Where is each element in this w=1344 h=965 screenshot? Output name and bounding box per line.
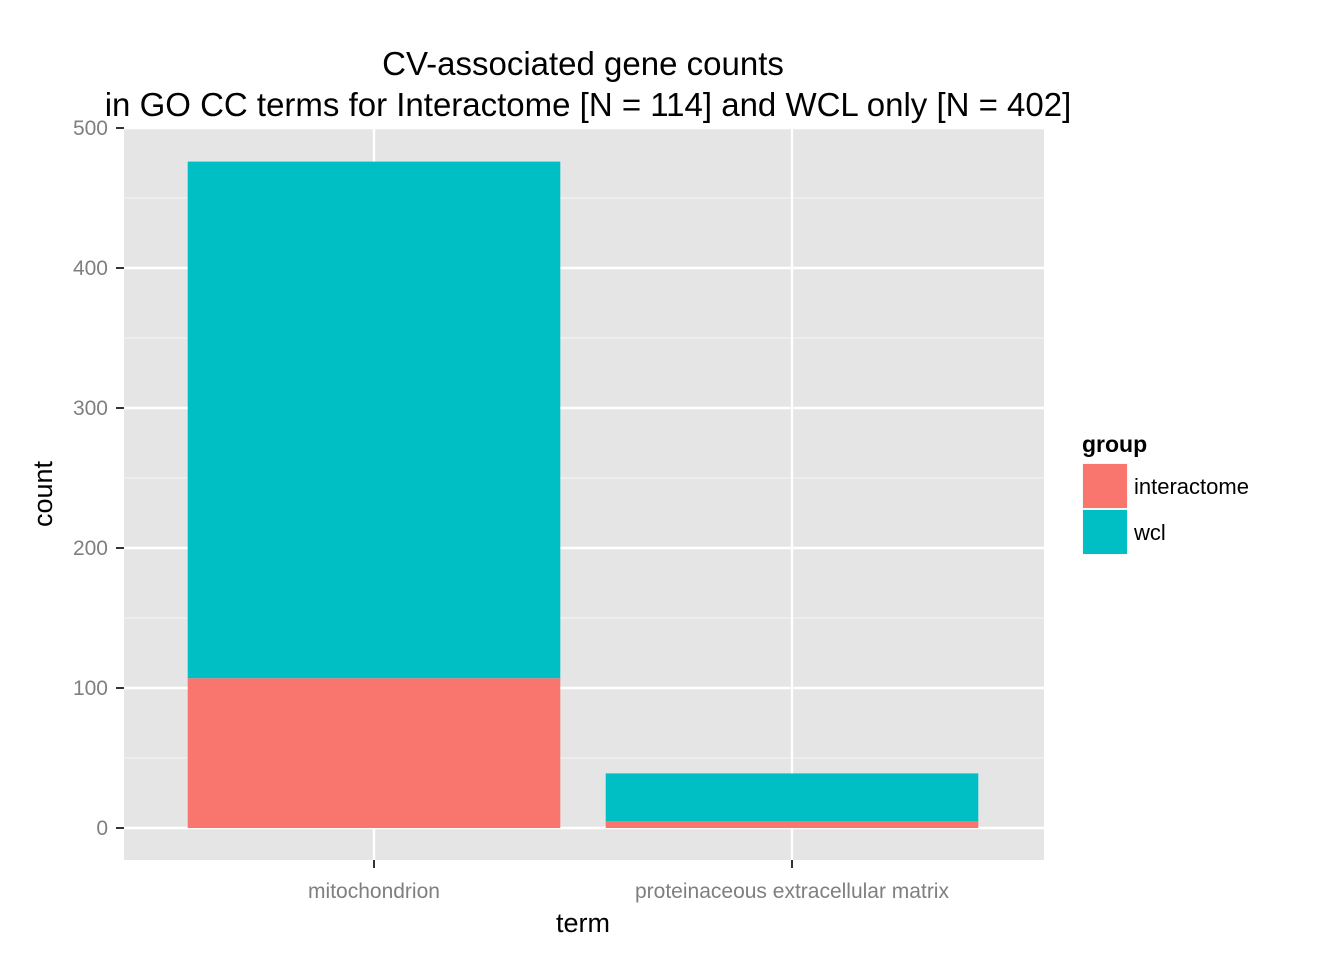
legend-swatch-wcl — [1083, 510, 1127, 554]
y-tick-label: 100 — [73, 677, 108, 700]
axes-layer: 0 100 200 300 400 500 mitochondrion proteinaceo… — [73, 117, 950, 903]
bar-wcl — [187, 161, 561, 679]
y-axis-title: count — [28, 460, 58, 527]
y-tick-label: 0 — [96, 817, 108, 840]
chart-subtitle: in GO CC terms for Interactome [N = 114]… — [105, 86, 1072, 123]
legend-title: group — [1082, 431, 1147, 457]
y-tick-label: 400 — [73, 257, 108, 280]
bar-interactome — [187, 678, 561, 828]
chart-title: CV-associated gene counts — [382, 45, 784, 82]
legend-swatch-interactome — [1083, 464, 1127, 508]
bar-wcl — [605, 773, 979, 821]
legend-label-wcl: wcl — [1133, 520, 1166, 545]
bars-layer — [187, 161, 979, 828]
x-tick-label: proteinaceous extracellular matrix — [635, 880, 949, 903]
y-tick-label: 500 — [73, 117, 108, 140]
y-tick-label: 300 — [73, 397, 108, 420]
legend-items: interactome wcl — [1081, 462, 1249, 556]
x-axis-title: term — [556, 908, 610, 938]
bar-interactome — [605, 821, 979, 828]
legend-label-interactome: interactome — [1134, 474, 1249, 499]
legend: group interactome wcl — [1081, 431, 1249, 556]
x-tick-label: mitochondrion — [308, 880, 440, 903]
y-tick-label: 200 — [73, 537, 108, 560]
